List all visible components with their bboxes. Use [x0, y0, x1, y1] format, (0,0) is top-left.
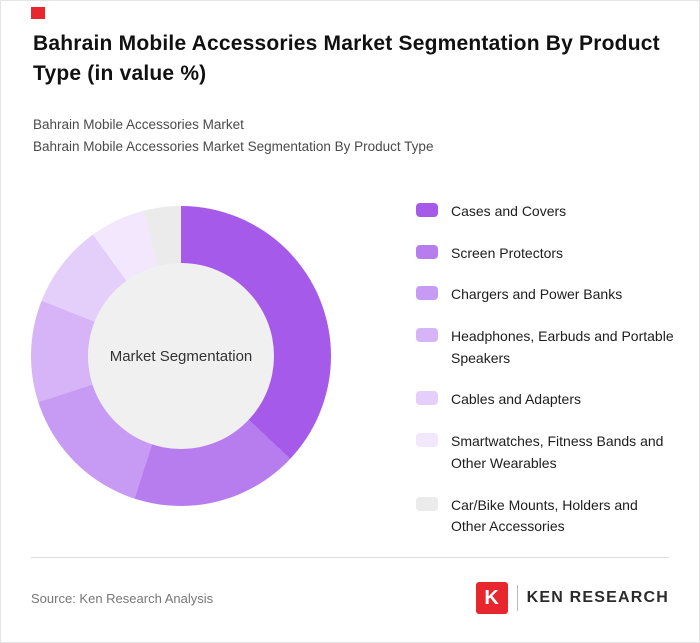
chart-subtitles: Bahrain Mobile Accessories Market Bahrai…: [33, 114, 669, 157]
footer-divider: [31, 557, 669, 558]
legend-swatch: [416, 391, 438, 406]
logo-text: KEN RESEARCH: [526, 589, 669, 606]
source-text: Source: Ken Research Analysis: [31, 590, 214, 606]
legend-swatch: [416, 496, 438, 511]
legend-label: Smartwatches, Fitness Bands and Other We…: [451, 433, 664, 471]
legend-label: Chargers and Power Banks: [451, 286, 623, 303]
legend-label: Screen Protectors: [451, 244, 564, 261]
logo-divider: [516, 585, 518, 611]
legend-label: Car/Bike Mounts, Holders and Other Acces…: [451, 496, 638, 535]
legend-item: Screen Protectors: [416, 243, 674, 265]
donut-center-label: Market Segmentation: [109, 347, 253, 365]
legend-item: Car/Bike Mounts, Holders and Other Acces…: [416, 495, 674, 538]
legend-item: Chargers and Power Banks: [416, 284, 674, 306]
legend-swatch: [416, 328, 438, 343]
legend: Cases and Covers Screen Protectors Charger…: [416, 201, 674, 538]
legend-swatch: [416, 433, 438, 448]
subtitle-line-1: Bahrain Mobile Accessories Market: [33, 117, 244, 132]
donut-center: Market Segmentation: [88, 263, 274, 449]
footer: Source: Ken Research Analysis K KEN RESE…: [31, 573, 669, 623]
legend-swatch: [416, 203, 438, 217]
legend-item: Cases and Covers: [416, 201, 674, 223]
legend-item: Cables and Adapters: [416, 389, 674, 411]
logo-k-icon: K: [475, 582, 508, 614]
legend-label: Headphones, Earbuds and Portable Speaker…: [451, 328, 674, 366]
ken-research-logo: K KEN RESEARCH: [475, 582, 669, 614]
legend-item: Headphones, Earbuds and Portable Speaker…: [416, 326, 674, 369]
subtitle-line-2: Bahrain Mobile Accessories Market Segmen…: [33, 138, 434, 154]
chart-area: Market Segmentation Cases and Covers Scre…: [1, 186, 699, 546]
legend-swatch: [416, 244, 438, 259]
donut-chart: Market Segmentation: [31, 206, 331, 506]
legend-swatch: [416, 286, 438, 301]
legend-label: Cables and Adapters: [451, 391, 581, 408]
page-title: Bahrain Mobile Accessories Market Segmen…: [33, 32, 660, 86]
brand-accent-mark: [31, 7, 45, 19]
legend-label: Cases and Covers: [451, 203, 567, 219]
legend-item: Smartwatches, Fitness Bands and Other We…: [416, 431, 674, 474]
